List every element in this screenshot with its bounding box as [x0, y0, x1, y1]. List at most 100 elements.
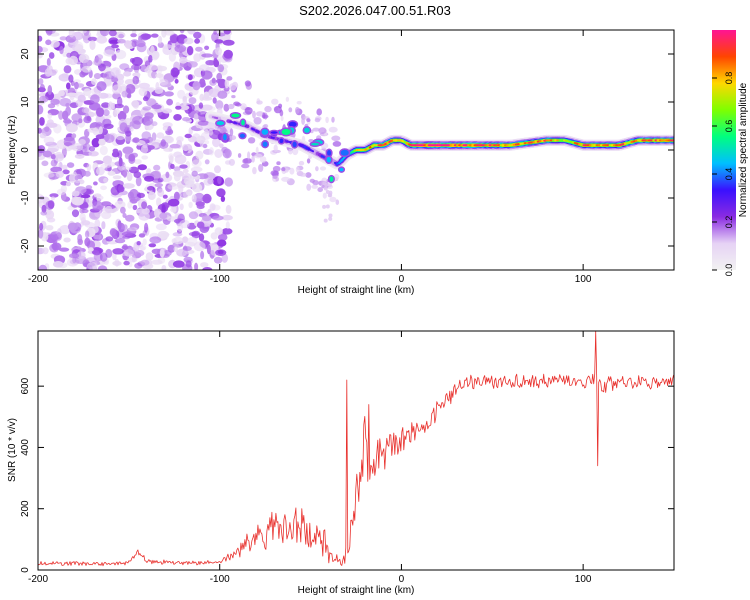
heatmap-noise-blob — [77, 234, 83, 243]
heatmap-noise-blob — [183, 256, 193, 263]
heatmap-noise-blob — [67, 222, 78, 231]
heatmap-noise-blob — [126, 93, 132, 99]
heatmap-noise-blob — [114, 258, 120, 267]
heatmap-noise-blob — [95, 134, 105, 140]
heatmap-noise-blob — [151, 248, 162, 255]
heatmap-noise-blob — [182, 168, 189, 174]
heatmap-noise-blob — [93, 193, 102, 198]
heatmap-noise-blob — [207, 120, 216, 131]
heatmap-noise-blob — [214, 39, 224, 44]
heatmap-noise-blob — [225, 221, 230, 230]
heatmap-noise-blob — [47, 85, 53, 95]
heatmap-noise-blob — [221, 228, 233, 235]
heatmap-noise-blob — [251, 155, 255, 163]
heatmap-noise-blob — [129, 126, 134, 132]
heatmap-noise-blob — [193, 113, 199, 121]
heatmap-noise-blob — [117, 96, 123, 107]
heatmap-noise-blob — [328, 126, 338, 133]
heatmap-noise-blob — [154, 87, 164, 94]
heatmap-noise-blob — [273, 105, 282, 114]
heatmap-noise-blob — [93, 73, 102, 80]
heatmap-noise-blob — [327, 183, 332, 188]
heatmap-noise-blob — [52, 261, 64, 268]
heatmap-noise-blob — [306, 158, 311, 164]
heatmap-noise-blob — [157, 188, 163, 193]
heatmap-noise-blob — [217, 64, 225, 73]
y-tick-label: 20 — [20, 48, 31, 60]
heatmap-noise-blob — [50, 159, 58, 167]
snr-frame — [37, 330, 675, 571]
heatmap-noise-blob — [210, 204, 216, 212]
heatmap-noise-blob — [122, 183, 135, 189]
heatmap-noise-blob — [281, 167, 286, 172]
heatmap-noise-blob — [204, 45, 210, 50]
heatmap-noise-blob — [214, 227, 223, 236]
heatmap-noise-blob — [86, 257, 97, 263]
heatmap-noise-blob — [219, 143, 224, 148]
heatmap-noise-blob — [127, 257, 138, 263]
heatmap-noise-blob — [211, 32, 219, 42]
heatmap-noise-blob — [78, 139, 86, 145]
heatmap-noise-blob — [301, 117, 305, 125]
heatmap-noise-blob — [101, 102, 111, 108]
heatmap-noise-blob — [146, 98, 157, 107]
heatmap-noise-blob — [112, 248, 124, 255]
heatmap-noise-blob — [87, 127, 99, 133]
y-tick-label: 10 — [20, 96, 31, 108]
heatmap-noise-blob — [202, 267, 213, 270]
heatmap-noise-blob — [194, 262, 199, 270]
heatmap-noise-blob — [71, 31, 84, 41]
heatmap-noise-blob — [191, 194, 197, 203]
heatmap-noise-blob — [179, 104, 190, 111]
heatmap-noise-blob — [306, 118, 311, 122]
heatmap-ridge-segment — [233, 121, 238, 125]
heatmap-noise-blob — [48, 52, 55, 59]
heatmap-noise-blob — [333, 173, 340, 181]
heatmap-noise-blob — [252, 166, 257, 175]
heatmap-noise-blob — [121, 83, 127, 92]
heatmap-noise-blob — [151, 104, 162, 110]
heatmap-noise-blob — [188, 97, 197, 105]
heatmap-noise-blob — [99, 30, 110, 37]
x-tick-label: -200 — [28, 274, 48, 285]
heatmap-noise-blob — [173, 166, 181, 172]
heatmap-noise-blob — [142, 96, 149, 102]
heatmap-noise-blob — [132, 204, 138, 211]
snr-y-label: SNR (10 * v/v) — [7, 418, 18, 482]
heatmap-noise-blob — [155, 73, 164, 78]
heatmap-noise-blob — [331, 116, 335, 123]
heatmap-noise-blob — [141, 155, 149, 160]
heatmap-noise-blob — [161, 204, 166, 214]
heatmap-ridge-clump — [229, 112, 242, 119]
heatmap-noise-blob — [138, 212, 150, 221]
heatmap-noise-blob — [118, 33, 124, 39]
heatmap-noise-blob — [325, 116, 329, 124]
heatmap-noise-blob — [217, 32, 226, 37]
heatmap-noise-blob — [121, 231, 133, 237]
heatmap-noise-blob — [99, 252, 108, 262]
heatmap-noise-blob — [181, 236, 189, 243]
heatmap-noise-blob — [140, 33, 151, 40]
heatmap-noise-blob — [59, 36, 67, 41]
heatmap-noise-blob — [122, 169, 128, 178]
heatmap-noise-blob — [182, 190, 190, 199]
heatmap-noise-blob — [115, 133, 126, 141]
colorbar-tick-label: 0.2 — [724, 216, 734, 229]
heatmap-ridge-clump — [280, 127, 293, 137]
heatmap-noise-blob — [101, 201, 112, 207]
heatmap-noise-blob — [93, 234, 102, 240]
heatmap-ridge-clump — [327, 174, 335, 184]
heatmap-noise-blob — [161, 44, 173, 49]
heatmap-noise-blob — [213, 57, 218, 67]
heatmap-noise-blob — [41, 160, 49, 167]
colorbar-tick-label: 0.4 — [724, 168, 734, 181]
heatmap-noise-blob — [261, 114, 269, 119]
heatmap-noise-blob — [56, 188, 66, 196]
heatmap-noise-blob — [71, 190, 80, 197]
heatmap-noise-blob — [84, 230, 90, 238]
heatmap-noise-blob — [47, 112, 52, 119]
heatmap-noise-blob — [152, 50, 160, 60]
heatmap-noise-blob — [222, 39, 235, 46]
heatmap-noise-blob — [147, 186, 155, 191]
heatmap-noise-blob — [39, 133, 47, 139]
